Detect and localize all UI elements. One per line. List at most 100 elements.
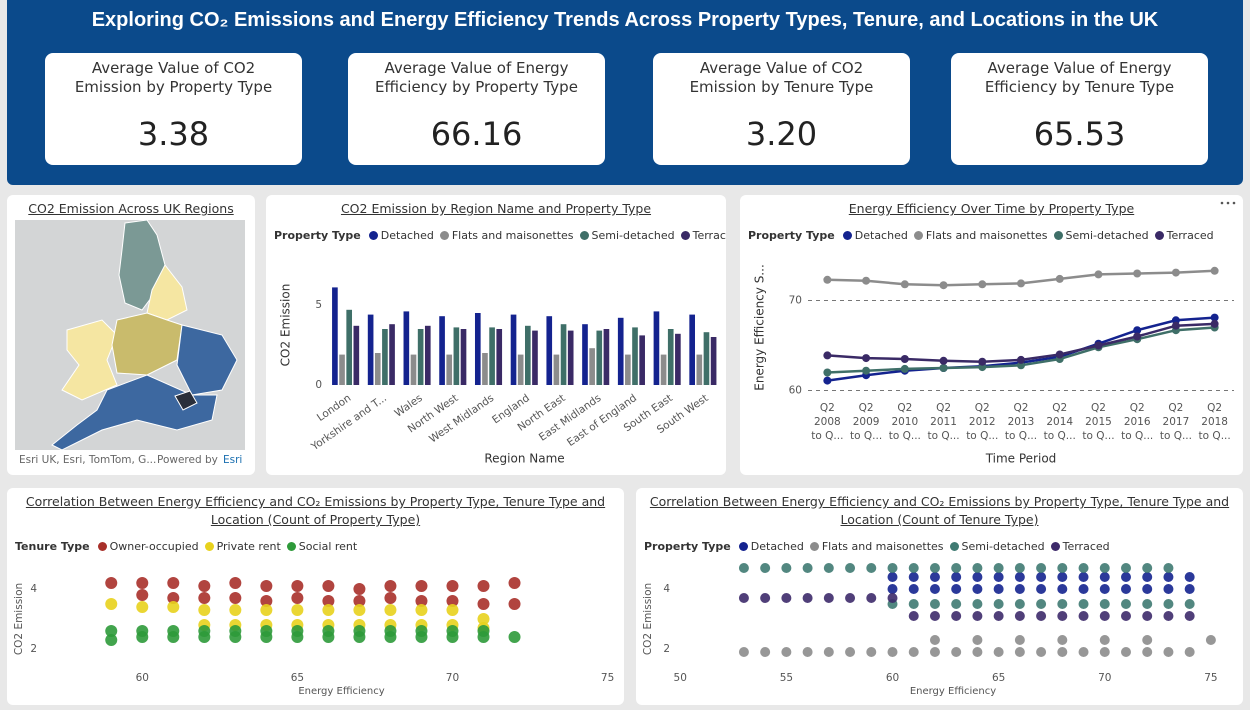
scatter-point [993, 584, 1004, 594]
x-tick-line: 2010 [891, 416, 918, 428]
x-tick-line: Q2 [1168, 402, 1183, 414]
line-marker [1171, 321, 1180, 330]
bar [553, 354, 560, 385]
scatter-point [951, 572, 962, 582]
legend-swatch [913, 231, 923, 240]
x-tick-label: Q2 2009 to Q... [850, 402, 882, 442]
scatter-point [291, 625, 304, 637]
region[interactable] [174, 390, 198, 411]
scatter-point [1014, 584, 1025, 594]
x-axis-title: Energy Efficiency [298, 686, 384, 697]
scatter-point [136, 601, 149, 613]
x-tick-line: 2016 [1124, 416, 1151, 428]
bar [546, 316, 553, 385]
bar [596, 330, 603, 385]
scatter-point [229, 577, 242, 589]
legend-title: Tenure Type [15, 540, 90, 553]
x-tick-line: to Q... [1044, 430, 1076, 442]
line-marker [1094, 341, 1103, 350]
card-label: Average Value of Energy Efficiency by Pr… [375, 59, 578, 96]
scatter-point [802, 563, 813, 573]
line-marker [1094, 270, 1103, 279]
x-tick-line: 2008 [814, 416, 841, 428]
bar [567, 330, 574, 385]
line-marker [1210, 266, 1219, 275]
scatter-point [1057, 572, 1068, 582]
scatter-point [415, 625, 428, 637]
line-marker [939, 281, 948, 290]
line-marker [1017, 355, 1025, 364]
scatter-point [477, 580, 490, 592]
more-options-icon [1220, 201, 1224, 205]
bar [603, 329, 610, 385]
line-marker [1133, 326, 1142, 335]
scatter-point [1057, 599, 1068, 609]
bar [496, 329, 503, 385]
scatter-point [908, 611, 919, 621]
x-tick-line: 2015 [1085, 416, 1112, 428]
kpi-card: Average Value of CO2 Emission by Propert… [45, 53, 302, 165]
scatter-point [993, 599, 1004, 609]
legend-label: Terraced [1166, 229, 1214, 242]
x-tick-label: Q2 2017 to Q... [1160, 402, 1192, 442]
card-label: Average Value of Energy Efficiency by Te… [984, 59, 1175, 96]
kpi-card: Average Value of Energy Efficiency by Te… [951, 53, 1208, 165]
scatter-point [105, 598, 118, 610]
x-tick-label: Q2 2008 to Q... [811, 402, 843, 442]
x-tick-label: 70 [1098, 672, 1111, 684]
scatter-point [993, 572, 1004, 582]
scatter-point [1120, 584, 1131, 594]
x-tick-line: to Q... [1199, 430, 1231, 442]
x-tick-label: 65 [992, 672, 1005, 684]
scatter-point [929, 647, 940, 657]
bar [446, 354, 453, 385]
scatter-point [167, 592, 180, 604]
y-tick-label: 60 [789, 385, 802, 397]
scatter-point [760, 593, 771, 603]
line-marker [823, 376, 832, 385]
region[interactable] [61, 319, 118, 401]
legend: Tenure Type Owner-occupied Private rent Soc… [15, 540, 357, 553]
map-provider[interactable]: Esri [223, 454, 242, 466]
line-marker [862, 276, 871, 285]
line-marker [1055, 274, 1064, 283]
scatter-point [229, 604, 242, 616]
legend-label: Flats and maisonettes [821, 540, 944, 553]
scatter-point [353, 595, 366, 607]
scatter-point [1078, 584, 1089, 594]
scatter-point [972, 563, 983, 573]
legend-item: Semi-detached [579, 229, 675, 242]
scatter-point [384, 580, 397, 592]
scatter-point [929, 611, 940, 621]
scatter-point [1036, 647, 1047, 657]
scatter-point [446, 580, 459, 592]
line-marker [1133, 332, 1142, 341]
x-tick-line: Q2 [1207, 402, 1222, 414]
map[interactable]: Esri UK, Esri, TomTom, G... Powered by E… [7, 195, 255, 475]
region[interactable] [176, 324, 238, 396]
header: Exploring CO₂ Emissions and Energy Effic… [7, 0, 1243, 185]
legend-swatch [286, 542, 296, 551]
scatter-point [1120, 572, 1131, 582]
x-tick-line: 2017 [1163, 416, 1190, 428]
region[interactable] [111, 312, 183, 376]
bar [374, 353, 381, 385]
legend: Property Type Detached Flats and maisonett… [644, 540, 1110, 553]
scatter-point [1163, 563, 1174, 573]
legend-label: Social rent [298, 540, 358, 553]
scatter-point [1099, 584, 1110, 594]
scatter-point [167, 577, 180, 589]
bar [517, 354, 524, 385]
scatter-point [1163, 584, 1174, 594]
scatter-point [198, 625, 211, 637]
scatter-point [415, 580, 428, 592]
legend-item: Owner-occupied [97, 540, 199, 553]
bar [632, 327, 638, 385]
scatter-point [1120, 647, 1131, 657]
x-tick-line: to Q... [1160, 430, 1192, 442]
legend-swatch [949, 542, 959, 551]
x-tick-label: Q2 2013 to Q... [1005, 402, 1037, 442]
scatter-point [802, 593, 813, 603]
scatter-point [105, 634, 118, 646]
bar [532, 330, 538, 385]
